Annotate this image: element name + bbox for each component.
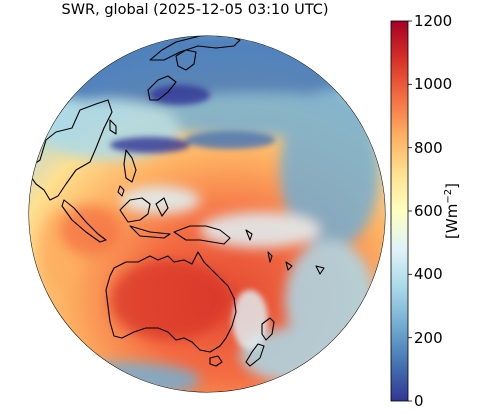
colorbar-unit-label: [Wm−2] bbox=[443, 183, 461, 239]
colorbar-tick-600: 600 bbox=[414, 202, 443, 220]
colorbar-ticks bbox=[408, 20, 412, 402]
unit-exponent: −2 bbox=[443, 188, 454, 204]
colorbar-tick-1200: 1200 bbox=[414, 12, 453, 30]
colorbar-tick-800: 800 bbox=[414, 138, 443, 157]
colorbar-tick-1000: 1000 bbox=[414, 75, 453, 94]
colorbar-tick-200: 200 bbox=[414, 328, 443, 347]
unit-prefix: [Wm bbox=[443, 203, 461, 239]
unit-suffix: ] bbox=[443, 183, 461, 189]
coastlines bbox=[29, 36, 325, 367]
colorbar bbox=[390, 20, 409, 402]
figure-title: SWR, global (2025-12-05 03:10 UTC) bbox=[61, 2, 329, 18]
colorbar-tick-400: 400 bbox=[414, 265, 443, 284]
colorbar-tick-0: 0 bbox=[414, 392, 424, 410]
